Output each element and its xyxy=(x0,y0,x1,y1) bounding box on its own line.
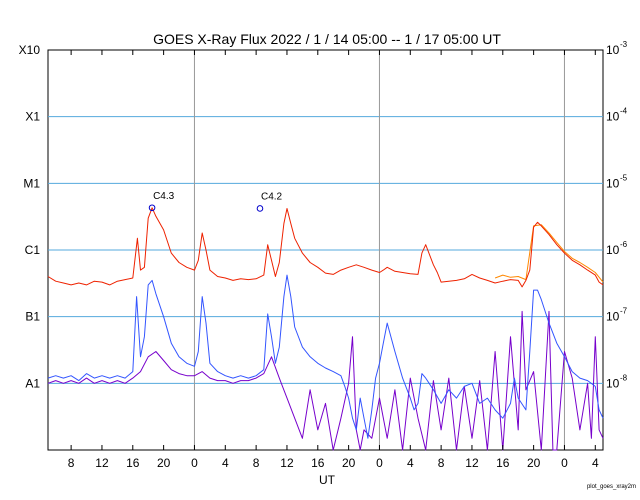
right-axis-base: 10 xyxy=(606,310,620,324)
right-axis-label-1: 10 -3 xyxy=(606,40,628,57)
right-axis-exponent: -3 xyxy=(620,40,628,49)
grid xyxy=(48,50,603,450)
x-tick-label-6: 4 xyxy=(222,456,229,470)
right-axis-exponent: -4 xyxy=(620,107,628,116)
right-axis-base: 10 xyxy=(606,243,620,257)
right-axis-label-5: 10 -7 xyxy=(606,307,628,324)
right-axis-label-4: 10 -6 xyxy=(606,240,628,257)
right-axis-base: 10 xyxy=(606,376,620,390)
right-axis-exponent: -6 xyxy=(620,240,628,249)
x-tick-label-17: 0 xyxy=(561,456,568,470)
left-axis-label-b1: B1 xyxy=(25,310,40,324)
x-tick-label-13: 8 xyxy=(438,456,445,470)
x-tick-label-15: 16 xyxy=(496,456,510,470)
right-axis-label-3: 10 -5 xyxy=(606,173,628,190)
right-axis-base: 10 xyxy=(606,43,620,57)
footer-text: plot_goes_xray2m xyxy=(587,484,636,490)
series-long-secondary xyxy=(494,224,604,283)
x-tick-label-9: 16 xyxy=(311,456,325,470)
series-long-primary xyxy=(47,207,604,288)
flare-label-2: C4.2 xyxy=(261,191,283,202)
series-short-secondary xyxy=(47,310,604,451)
x-tick-label-11: 0 xyxy=(376,456,383,470)
left-axis-label-c1: C1 xyxy=(25,243,41,257)
series-layer xyxy=(47,207,604,451)
x-tick-label-18: 4 xyxy=(592,456,599,470)
right-axis-exponent: -5 xyxy=(620,173,628,182)
x-tick-label-7: 8 xyxy=(253,456,260,470)
chart-title: GOES X-Ray Flux 2022 / 1 / 14 05:00 -- 1… xyxy=(153,31,501,47)
flare-label-1: C4.3 xyxy=(153,191,175,202)
left-axis: X10 X1 M1 C1 B1 A1 xyxy=(19,43,41,390)
x-tick-label-5: 0 xyxy=(191,456,198,470)
right-axis-base: 10 xyxy=(606,176,620,190)
right-axis-base: 10 xyxy=(606,110,620,124)
right-axis-exponent: -8 xyxy=(620,373,628,382)
right-axis-label-2: 10 -4 xyxy=(606,107,628,124)
right-axis-exponent: -7 xyxy=(620,307,628,316)
flare-marker-2 xyxy=(256,205,264,212)
x-axis-label: UT xyxy=(319,473,336,487)
series-short-primary xyxy=(47,274,604,439)
left-axis-label-a1: A1 xyxy=(25,376,40,390)
x-tick-label-10: 20 xyxy=(342,456,356,470)
flare-annotations: C4.3 C4.2 xyxy=(148,191,283,212)
x-tick-label-8: 12 xyxy=(280,456,294,470)
x-tick-label-1: 8 xyxy=(68,456,75,470)
flare-marker-1 xyxy=(148,204,156,212)
x-tick-label-2: 12 xyxy=(95,456,109,470)
left-axis-label-x10: X10 xyxy=(19,43,41,57)
x-tick-label-12: 4 xyxy=(407,456,414,470)
x-tick-label-4: 20 xyxy=(157,456,171,470)
left-axis-label-m1: M1 xyxy=(23,176,40,190)
left-axis-label-x1: X1 xyxy=(25,110,40,124)
x-tick-label-3: 16 xyxy=(126,456,140,470)
x-tick-label-16: 20 xyxy=(527,456,541,470)
x-axis: 8 12 16 20 0 4 8 12 16 20 0 4 8 12 16 20 0 4 xyxy=(68,50,599,470)
right-axis: 10-310-410-510-610-710-8 xyxy=(606,40,628,390)
x-tick-label-14: 12 xyxy=(465,456,479,470)
right-axis-label-6: 10 -8 xyxy=(606,373,628,390)
